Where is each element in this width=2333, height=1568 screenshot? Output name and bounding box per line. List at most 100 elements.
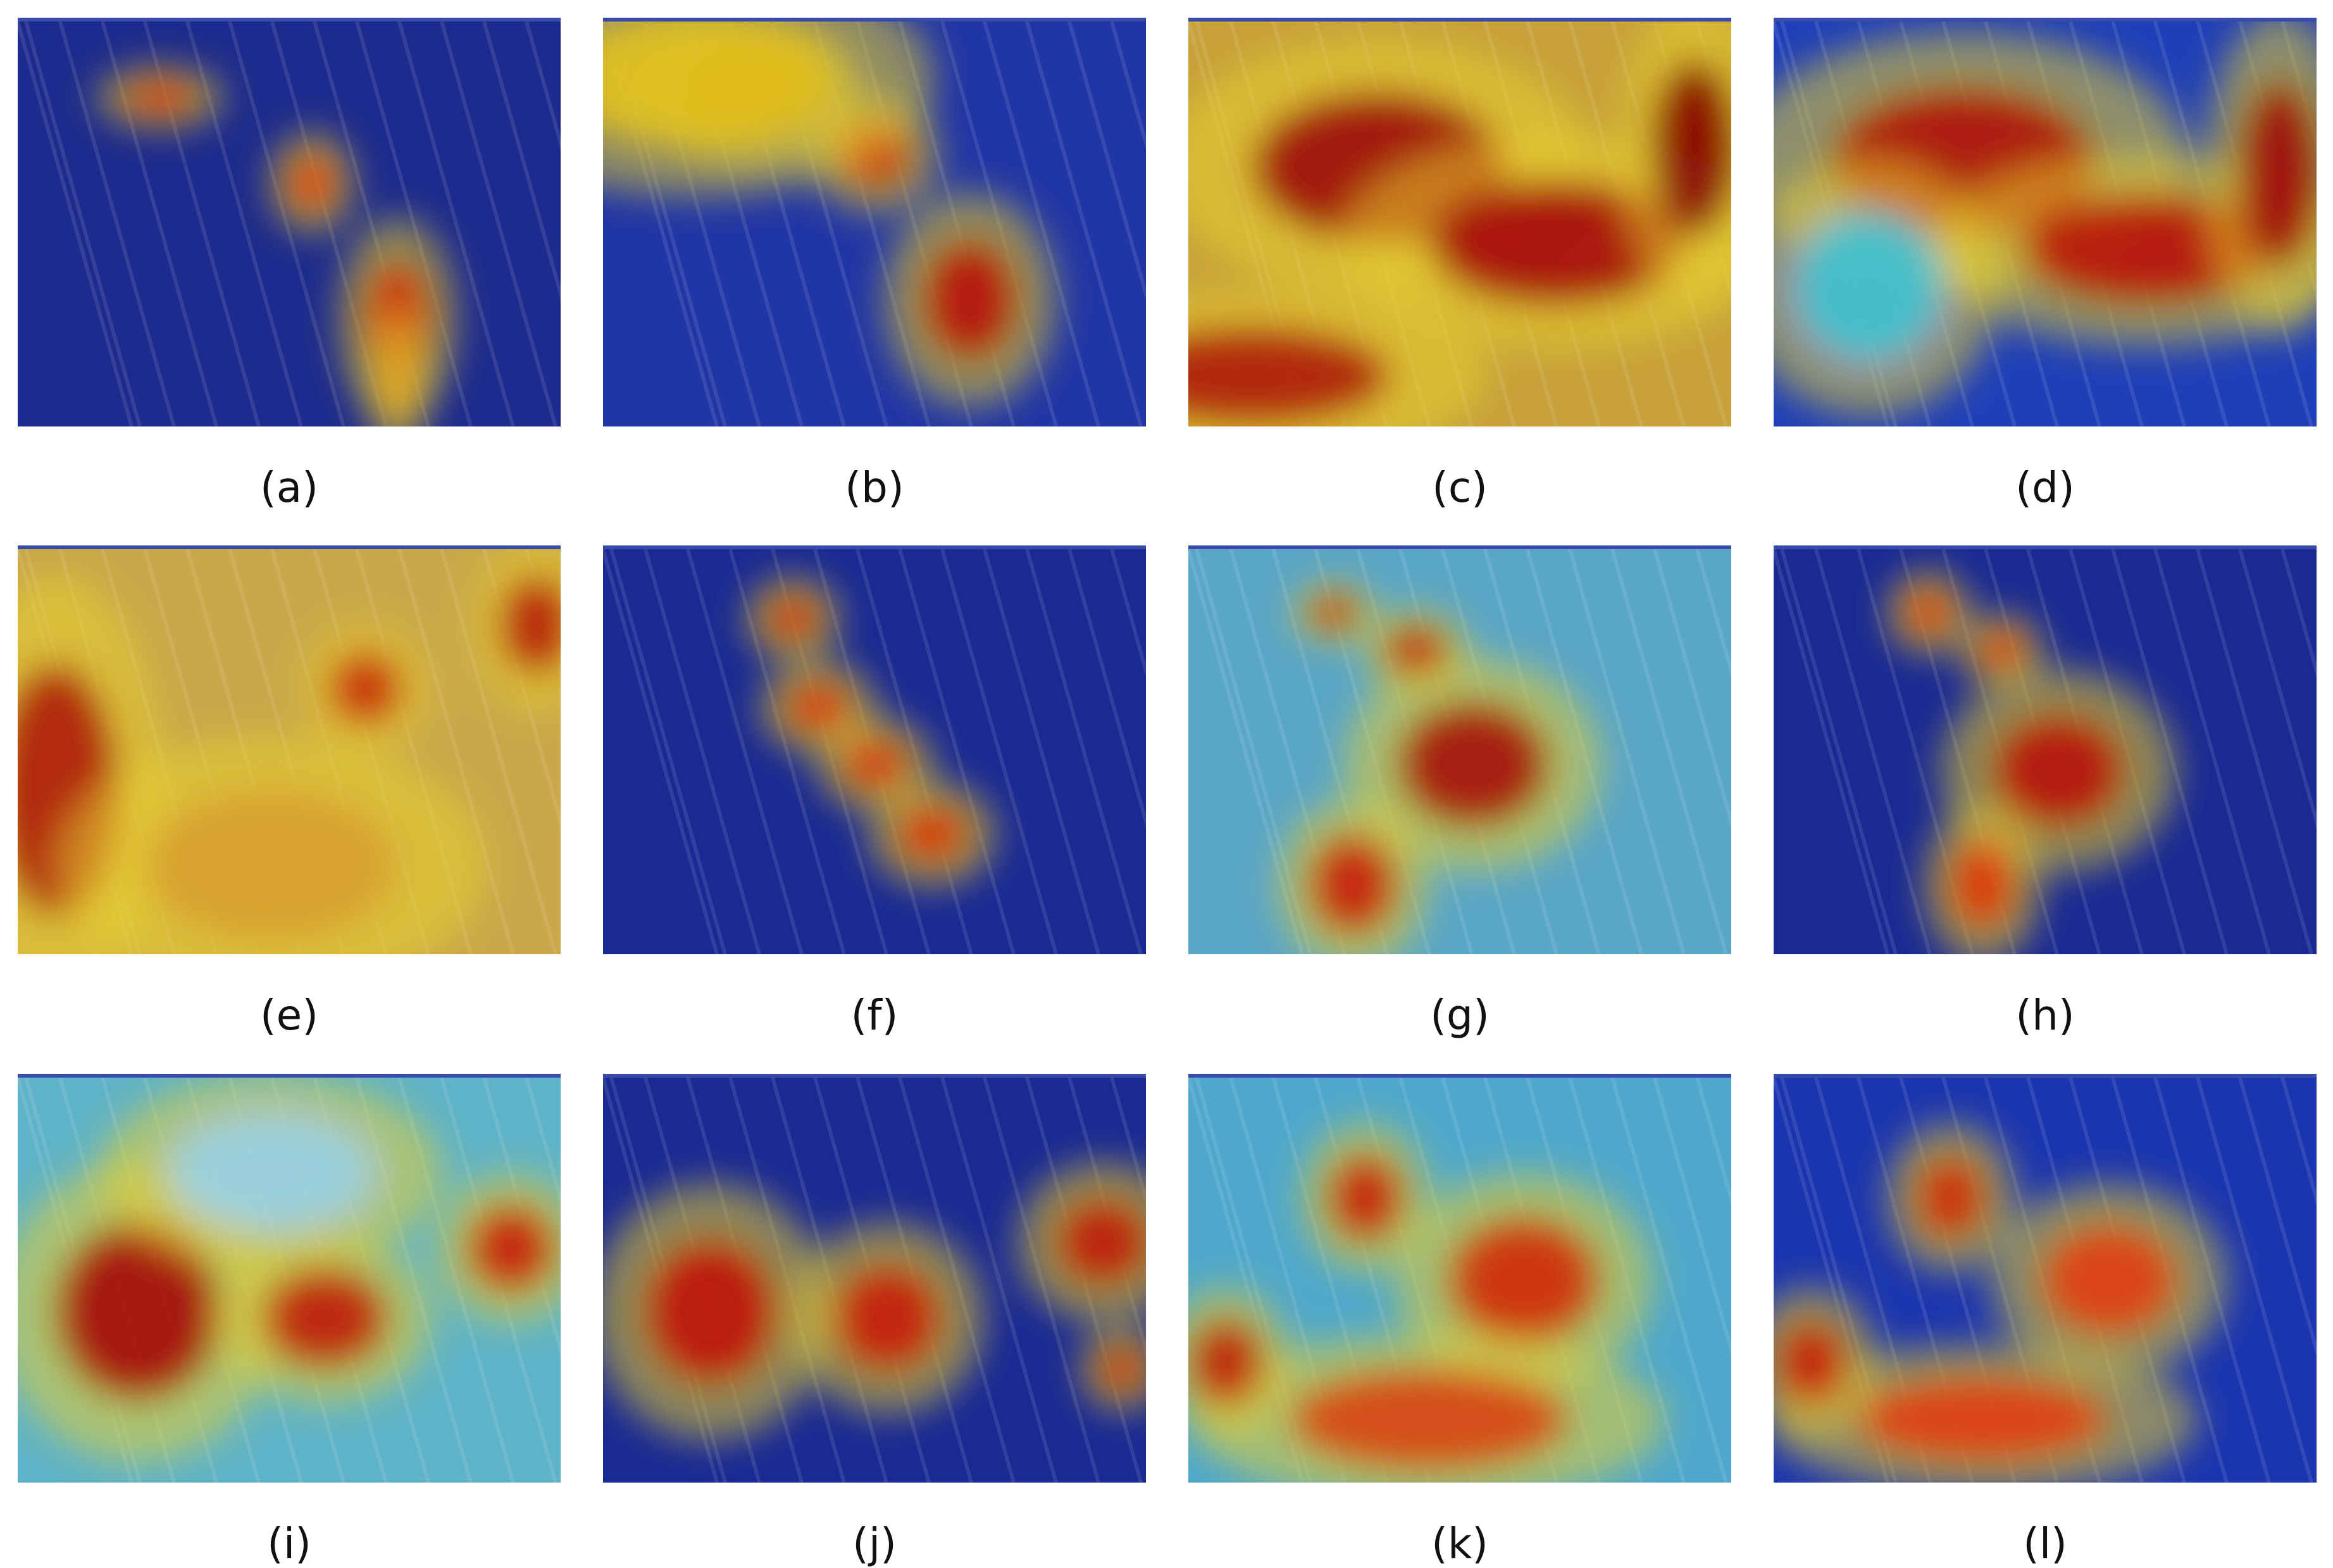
activation-hotspot (1448, 1217, 1600, 1343)
activation-hotspot (1976, 628, 2027, 673)
heatmap-image-j (603, 1078, 1146, 1483)
activation-hotspot (1290, 1369, 1568, 1470)
activation-hotspot (122, 78, 198, 116)
panel-caption-d: (d) (2015, 463, 2075, 512)
aerial-texture-line (525, 1078, 561, 1207)
aerial-texture-line (983, 549, 1100, 954)
activation-hotspot (328, 650, 404, 726)
aerial-texture-line (686, 549, 804, 954)
activation-layer (603, 1161, 1146, 1441)
activation-hotspot (1397, 701, 1549, 828)
aerial-texture-line (58, 22, 176, 426)
activation-hotspot (499, 575, 561, 676)
panel-caption-f: (f) (850, 991, 899, 1040)
activation-hotspot (56, 1223, 220, 1400)
aerial-texture-line (2153, 549, 2271, 954)
activation-layer (1774, 1123, 2227, 1483)
aerial-texture-line (609, 549, 727, 954)
activation-hotspot (1384, 625, 1448, 676)
aerial-texture-line (2196, 549, 2313, 954)
aerial-texture-line (898, 549, 1016, 954)
activation-hotspot (1328, 1154, 1403, 1242)
aerial-texture-line (18, 22, 134, 426)
activation-layer (18, 549, 561, 954)
aerial-texture-line (525, 22, 561, 151)
activation-hotspot (378, 338, 416, 426)
activation-layer (1188, 1123, 1665, 1483)
activation-hotspot (1188, 1318, 1264, 1407)
panel-caption-a: (a) (260, 463, 318, 512)
aerial-texture-line (1780, 549, 1898, 954)
heatmap-panel-d (1774, 18, 2317, 426)
heatmap-panel-e (18, 545, 561, 954)
activation-layer (744, 576, 997, 888)
panel-caption-i: (i) (267, 1519, 311, 1568)
heatmap-panel-l (1774, 1074, 2317, 1483)
panel-caption-g: (g) (1430, 991, 1490, 1040)
aerial-texture-line (2280, 1078, 2317, 1207)
activation-layer (1886, 569, 2177, 954)
activation-hotspot (1650, 59, 1731, 237)
heatmap-panel-f (603, 545, 1146, 954)
heatmap-panel-g (1188, 545, 1731, 954)
aerial-texture-line (1695, 1078, 1731, 1207)
activation-hotspot (1989, 711, 2128, 831)
aerial-texture-line (397, 22, 515, 426)
activation-hotspot (170, 1116, 372, 1229)
aerial-texture-line (2238, 549, 2317, 829)
panel-caption-j: (j) (852, 1519, 897, 1568)
aerial-texture-line (440, 549, 557, 954)
activation-hotspot (261, 1267, 388, 1369)
heatmap-panel-c (1188, 18, 1731, 426)
activation-hotspot (467, 1204, 556, 1293)
aerial-texture-line (24, 22, 142, 426)
aerial-texture-line (603, 549, 719, 954)
activation-layer (603, 22, 1056, 408)
heatmap-image-k (1188, 1078, 1731, 1483)
panel-caption-e: (e) (259, 991, 319, 1040)
heatmap-image-g (1188, 549, 1731, 954)
aerial-texture-line (2196, 1078, 2313, 1483)
aerial-texture-line (1110, 22, 1146, 151)
activation-hotspot (1856, 1375, 2109, 1464)
activation-hotspot (919, 237, 1021, 363)
heatmap-image-f (603, 549, 1146, 954)
heatmap-image-c (1188, 22, 1731, 426)
aerial-texture-line (1653, 1078, 1731, 1357)
panel-caption-l: (l) (2023, 1519, 2067, 1568)
aerial-texture-line (482, 22, 561, 301)
heatmap-image-h (1774, 549, 2317, 954)
aerial-texture-line (1110, 1078, 1146, 1207)
aerial-texture-line (2280, 549, 2317, 678)
heatmap-panel-b (603, 18, 1146, 426)
panel-caption-k: (k) (1431, 1519, 1488, 1568)
aerial-texture-line (940, 549, 1058, 954)
aerial-texture-line (1653, 549, 1731, 829)
panel-caption-h: (h) (2015, 991, 2075, 1040)
panel-caption-b: (b) (845, 463, 904, 512)
aerial-texture-line (983, 22, 1100, 426)
aerial-texture-line (1814, 549, 1932, 954)
activation-layer (18, 1078, 561, 1462)
activation-hotspot (641, 1236, 780, 1388)
aerial-texture-line (440, 22, 557, 426)
aerial-texture-line (1067, 549, 1146, 829)
panel-caption-c: (c) (1432, 463, 1488, 512)
heatmap-image-b (603, 22, 1146, 426)
heatmap-image-i (18, 1078, 561, 1483)
aerial-texture-line (1695, 549, 1731, 678)
heatmap-panel-i (18, 1074, 561, 1483)
activation-hotspot (1097, 1343, 1146, 1394)
activation-hotspot (144, 790, 397, 942)
activation-hotspot (831, 1261, 945, 1375)
aerial-texture-line (397, 549, 515, 954)
aerial-texture-line (644, 549, 761, 954)
activation-hotspot (2236, 78, 2317, 268)
aerial-texture-line (1610, 1078, 1728, 1483)
aerial-texture-line (1610, 549, 1728, 954)
activation-layer (1278, 580, 1602, 954)
aerial-texture-line (1025, 549, 1143, 954)
activation-hotspot (783, 679, 853, 736)
heatmap-panel-j (603, 1074, 1146, 1483)
aerial-texture-line (1025, 22, 1143, 426)
